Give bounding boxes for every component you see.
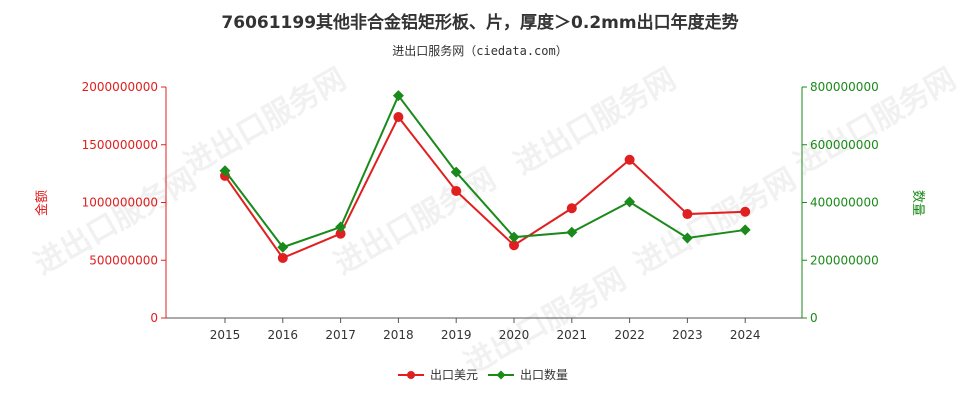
legend: 出口美元 出口数量 [398,367,568,382]
legend-item-export-qty-marker [496,370,506,380]
series-line-export-usd [224,115,746,260]
data-point-export-usd [740,206,751,217]
chart-title: 76061199其他非合金铝矩形板、片，厚度＞0.2mm出口年度走势 [221,13,739,33]
watermark-text: 进出口服务网 [629,162,802,282]
legend-item-export-usd-marker [407,371,415,379]
x-tick-label: 2021 [557,328,588,342]
y-tick-label-right: 200000000 [810,253,879,267]
chart-subtitle: 进出口服务网（ciedata.com） [392,44,568,58]
axes-layer: 0500000000100000000015000000002000000000… [34,80,925,342]
x-tick-label: 2017 [325,328,356,342]
x-tick-label: 2022 [614,328,645,342]
y-tick-label-left: 2000000000 [82,80,158,94]
data-point-export-qty [508,231,520,243]
y-tick-label-right: 0 [810,311,818,325]
y-tick-label-left: 500000000 [89,253,158,267]
data-point-export-usd [451,185,462,196]
legend-item-export-qty-label: 出口数量 [520,367,568,382]
data-point-export-qty [219,165,231,177]
data-point-export-qty [739,224,751,236]
y-tick-label-right: 400000000 [810,196,879,210]
y-tick-label-right: 600000000 [810,138,879,152]
x-tick-label: 2018 [383,328,414,342]
x-tick-label: 2015 [210,328,241,342]
data-point-export-usd [682,209,693,220]
x-tick-label: 2024 [730,328,761,342]
y-tick-label-left: 1000000000 [82,196,158,210]
data-point-export-qty [335,221,347,233]
legend-item-export-usd-label: 出口美元 [430,368,478,382]
y-tick-label-left: 1500000000 [82,138,158,152]
data-point-export-qty [450,166,462,178]
watermark-text: 进出口服务网 [329,162,502,282]
y-axis-title-left: 金额 [34,190,50,216]
data-point-export-usd [509,240,519,251]
x-tick-label: 2023 [672,328,703,342]
data-point-export-usd [335,228,346,239]
x-tick-label: 2019 [441,328,472,342]
x-tick-label: 2016 [268,328,299,342]
data-point-export-qty [624,196,636,208]
data-point-export-usd [624,154,635,165]
data-point-export-qty [277,241,289,253]
watermark-text: 进出口服务网 [179,62,352,182]
x-tick-label: 2020 [499,328,530,342]
data-point-export-usd [566,203,577,214]
series-line-export-qty [224,93,746,249]
data-point-export-usd [393,112,404,123]
data-point-export-qty [392,90,404,102]
data-point-export-usd [277,252,288,263]
watermark-text: 进出口服务网 [509,62,682,182]
y-tick-label-right: 800000000 [810,80,879,94]
watermark-text: 进出口服务网 [459,262,632,382]
series-layer [219,90,751,263]
y-axis-title-right: 数量 [910,190,925,216]
y-tick-label-left: 0 [150,311,158,325]
data-point-export-qty [681,232,693,244]
data-point-export-qty [566,226,578,238]
